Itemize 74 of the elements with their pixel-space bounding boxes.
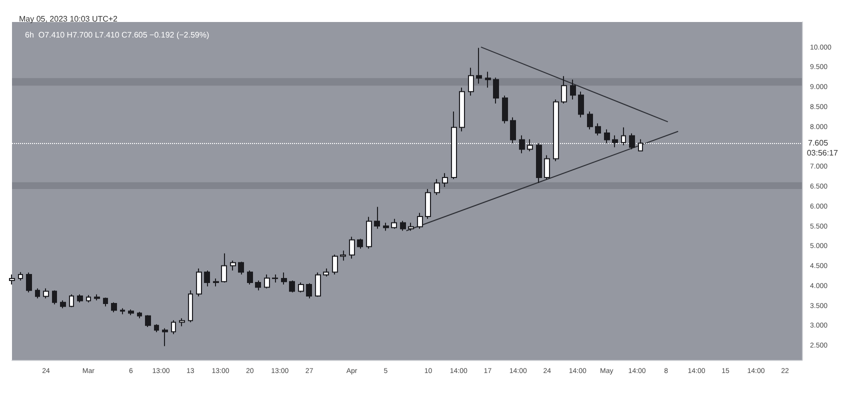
candlestick [69,294,74,308]
candlestick [179,318,185,327]
candlestick [94,294,100,301]
candlestick [595,122,601,136]
candlestick [383,222,389,232]
candlestick [493,77,499,104]
candlestick [120,308,125,315]
candlestick [52,290,57,305]
candlestick [468,67,474,96]
candlestick [417,212,423,230]
candlestick [128,309,134,316]
candlestick [400,220,406,232]
candlestick [357,238,363,250]
candlestick [315,272,321,298]
candlestick [289,280,295,293]
candlestick [587,110,593,130]
candlestick [434,178,440,196]
candlestick [162,328,168,347]
ref-line-label: 7.605 [808,138,829,148]
candlestick [476,47,482,84]
candlestick [264,274,270,289]
candlestick [272,274,278,283]
candlestick [612,134,618,148]
candlestick [485,71,491,88]
candlestick [536,142,542,184]
candlestick [221,252,227,283]
candlestick [145,314,151,328]
candlestick [408,222,414,232]
candlestick [306,282,312,299]
candlestick [629,132,635,150]
candlestick [255,280,261,291]
candlestick [442,172,448,188]
candlestick [111,302,117,313]
candlestick [188,290,193,323]
candlestick [502,95,508,124]
candlestick [349,236,355,260]
candlestick [604,128,610,144]
text: 03:56:17 [806,148,839,158]
candlestick [238,261,244,276]
candlestick [391,218,397,230]
candlestick [340,250,346,262]
candlestick [281,272,287,285]
candlestick [374,206,380,230]
chart-title: May 05, 2023 10:03 UTC+2 [19,14,118,24]
candlestick [425,188,431,220]
candlestick [9,274,15,285]
candlestick [26,272,32,293]
candlestick [171,320,176,335]
candlestick [366,216,372,250]
candlestick [247,270,253,285]
candlestick [204,270,210,287]
candlestick [137,311,142,319]
candlestick [35,288,40,299]
candlestick [230,260,236,272]
candlestick [77,294,83,303]
candlestick [519,134,525,154]
candlestick [544,154,550,180]
candlestick [86,294,91,303]
candlestick [213,278,219,287]
text: 6h O7.410 H7.700 L7.410 C7.605 −0.192 (−2.59%) [25,30,210,40]
candlestick [459,87,465,132]
candlestick [570,79,576,100]
candlestick [298,282,304,293]
candlestick [196,268,202,297]
candlestick [154,324,159,333]
candlestick [60,300,66,309]
candlestick [561,76,567,104]
candlestick [43,288,49,299]
candlestick [323,268,329,277]
candlestick [578,91,584,118]
candlestick [18,272,23,281]
candlestick [510,116,516,144]
candlestick [332,254,338,276]
candlestick [103,297,108,307]
